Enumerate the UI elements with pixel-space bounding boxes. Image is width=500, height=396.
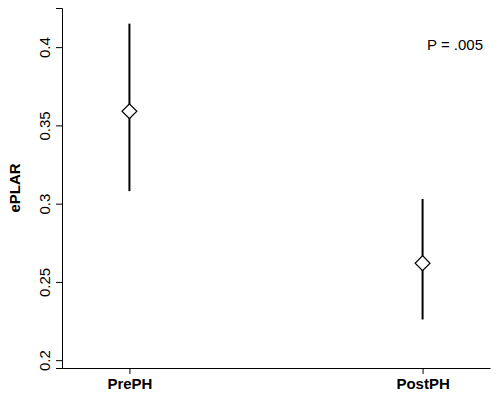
x-tick-mark — [129, 368, 130, 374]
plot: 0.2 0.25 0.3 0.35 0.4 PrePH PostPH — [36, 9, 491, 392]
y-tick: 0.4 — [36, 37, 62, 58]
y-tick: 0.35 — [36, 111, 62, 140]
y-tick-mark — [56, 282, 62, 283]
y-tick: 0.2 — [36, 350, 62, 371]
y-tick-mark — [56, 204, 62, 205]
point-estimate — [415, 256, 430, 271]
x-axis-line — [63, 368, 491, 369]
x-axis: PrePH PostPH — [63, 368, 491, 392]
y-tick-label: 0.25 — [36, 268, 53, 297]
x-tick-mark — [423, 368, 424, 374]
x-tick: PostPH — [396, 368, 449, 392]
annotation: P = .005 — [427, 36, 483, 53]
y-tick-label: 0.35 — [36, 111, 53, 140]
y-axis: 0.2 0.25 0.3 0.35 0.4 — [36, 9, 63, 372]
x-tick-label: PostPH — [396, 375, 449, 392]
y-tick-mark — [56, 47, 62, 48]
marks — [122, 24, 430, 320]
y-tick-label: 0.4 — [36, 37, 53, 58]
y-tick-mark — [56, 360, 62, 361]
chart: 0.2 0.25 0.3 0.35 0.4 PrePH PostPH ePLAR P = .00… — [0, 0, 500, 396]
point-estimate — [122, 104, 137, 119]
x-tick: PrePH — [107, 368, 152, 392]
y-axis-title: ePLAR — [6, 163, 23, 212]
y-tick-label: 0.2 — [36, 350, 53, 371]
x-tick-label: PrePH — [107, 375, 152, 392]
y-tick-label: 0.3 — [36, 194, 53, 215]
y-tick-mark — [56, 125, 62, 126]
y-axis-line — [56, 9, 63, 369]
y-tick: 0.3 — [36, 194, 62, 215]
y-tick: 0.25 — [36, 268, 62, 297]
